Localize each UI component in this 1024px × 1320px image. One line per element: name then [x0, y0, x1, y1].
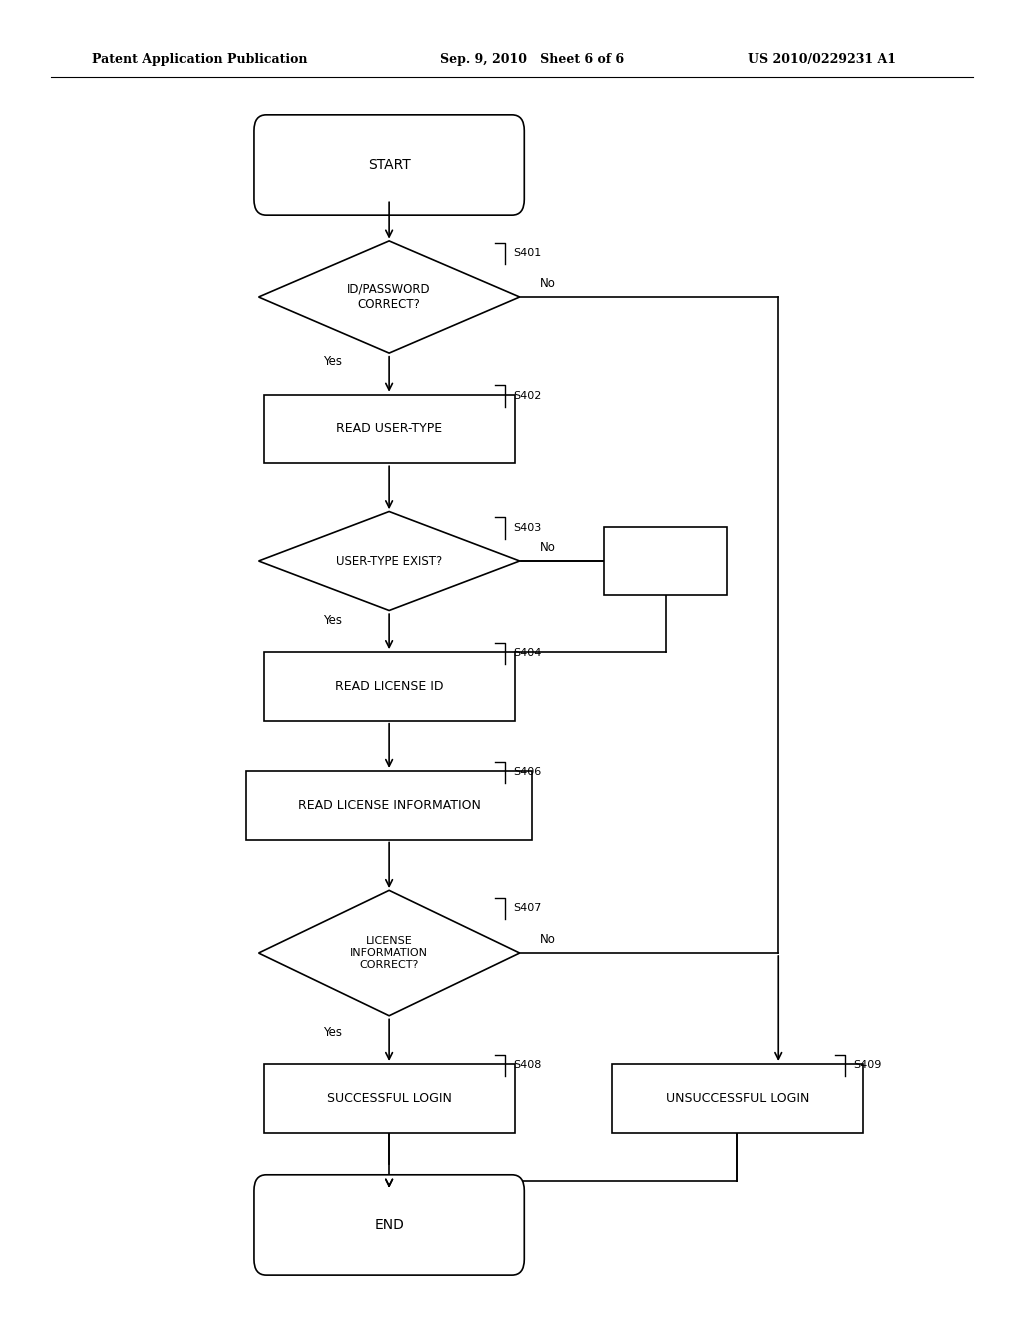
Text: UNSUCCESSFUL LOGIN: UNSUCCESSFUL LOGIN [666, 1092, 809, 1105]
FancyBboxPatch shape [264, 1064, 514, 1133]
Text: S403: S403 [513, 523, 542, 533]
Text: READ USER-TYPE: READ USER-TYPE [336, 422, 442, 436]
Text: ID/PASSWORD
CORRECT?: ID/PASSWORD CORRECT? [347, 282, 431, 312]
Text: S406: S406 [513, 767, 542, 777]
Polygon shape [258, 512, 520, 610]
Text: S404: S404 [513, 648, 542, 659]
Text: LICENSE
INFORMATION
CORRECT?: LICENSE INFORMATION CORRECT? [350, 936, 428, 970]
Text: END: END [374, 1218, 404, 1232]
Text: No: No [540, 933, 556, 946]
Text: No: No [540, 277, 556, 290]
Text: START: START [368, 158, 411, 172]
Text: SUCCESSFUL LOGIN: SUCCESSFUL LOGIN [327, 1092, 452, 1105]
Text: Sep. 9, 2010   Sheet 6 of 6: Sep. 9, 2010 Sheet 6 of 6 [440, 53, 625, 66]
Text: S408: S408 [513, 1060, 542, 1071]
Text: READ LICENSE INFORMATION: READ LICENSE INFORMATION [298, 799, 480, 812]
Text: Yes: Yes [324, 614, 342, 627]
FancyBboxPatch shape [611, 1064, 862, 1133]
Text: S409: S409 [853, 1060, 882, 1071]
Text: READ LICENSE ID: READ LICENSE ID [335, 680, 443, 693]
Text: USER-TYPE EXIST?: USER-TYPE EXIST? [336, 554, 442, 568]
Text: Yes: Yes [324, 355, 342, 368]
Polygon shape [258, 890, 520, 1016]
Text: Patent Application Publication: Patent Application Publication [92, 53, 307, 66]
Text: S402: S402 [513, 391, 542, 401]
FancyBboxPatch shape [604, 527, 727, 595]
Text: No: No [540, 541, 556, 554]
Text: FIG.9: FIG.9 [287, 116, 346, 135]
FancyBboxPatch shape [246, 771, 532, 840]
FancyBboxPatch shape [264, 652, 514, 721]
Text: US 2010/0229231 A1: US 2010/0229231 A1 [748, 53, 896, 66]
Polygon shape [258, 242, 520, 352]
FancyBboxPatch shape [254, 115, 524, 215]
Text: S401: S401 [513, 248, 542, 259]
FancyBboxPatch shape [254, 1175, 524, 1275]
Text: S407: S407 [513, 903, 542, 913]
FancyBboxPatch shape [264, 395, 514, 463]
Text: Yes: Yes [324, 1026, 342, 1039]
